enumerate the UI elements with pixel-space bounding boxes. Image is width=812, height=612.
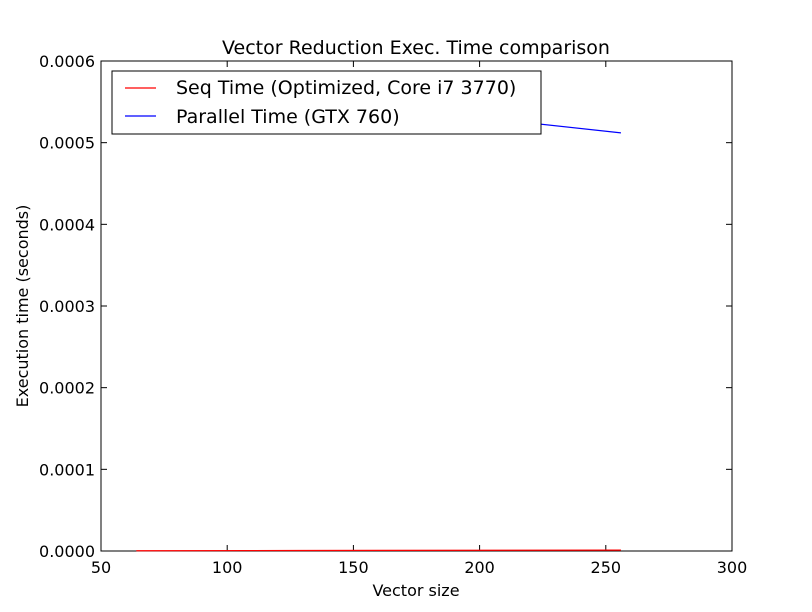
y-tick-label: 0.0003 (39, 297, 95, 316)
x-axis-ticks: 50 100 150 200 250 300 (91, 61, 747, 577)
x-tick-label: 150 (338, 558, 369, 577)
series-line-0 (136, 549, 621, 552)
legend-label-seq-time: Seq Time (Optimized, Core i7 3770) (176, 77, 516, 99)
y-axis-ticks: 0.0000 0.0001 0.0002 0.0003 0.0004 0.0005 0.00… (39, 52, 732, 561)
x-tick-label: 250 (591, 558, 622, 577)
y-tick-label: 0.0006 (39, 52, 95, 71)
y-tick-label: 0.0002 (39, 379, 95, 398)
x-tick-label: 200 (464, 558, 495, 577)
plot-area (100, 60, 733, 552)
legend-box (111, 70, 542, 135)
legend: Seq Time (Optimized, Core i7 3770) Paral… (111, 70, 542, 135)
x-tick-label: 50 (91, 558, 111, 577)
x-tick-label: 300 (717, 558, 748, 577)
legend-label-parallel-time: Parallel Time (GTX 760) (176, 106, 400, 128)
x-axis-label: Vector size (372, 581, 459, 600)
y-tick-label: 0.0004 (39, 215, 95, 234)
y-tick-label: 0.0001 (39, 460, 95, 479)
x-tick-label: 100 (212, 558, 243, 577)
y-tick-label: 0.0005 (39, 134, 95, 153)
chart-title: Vector Reduction Exec. Time comparison (222, 37, 610, 59)
y-axis-label: Execution time (seconds) (13, 205, 32, 408)
y-tick-label: 0.0000 (39, 542, 95, 561)
